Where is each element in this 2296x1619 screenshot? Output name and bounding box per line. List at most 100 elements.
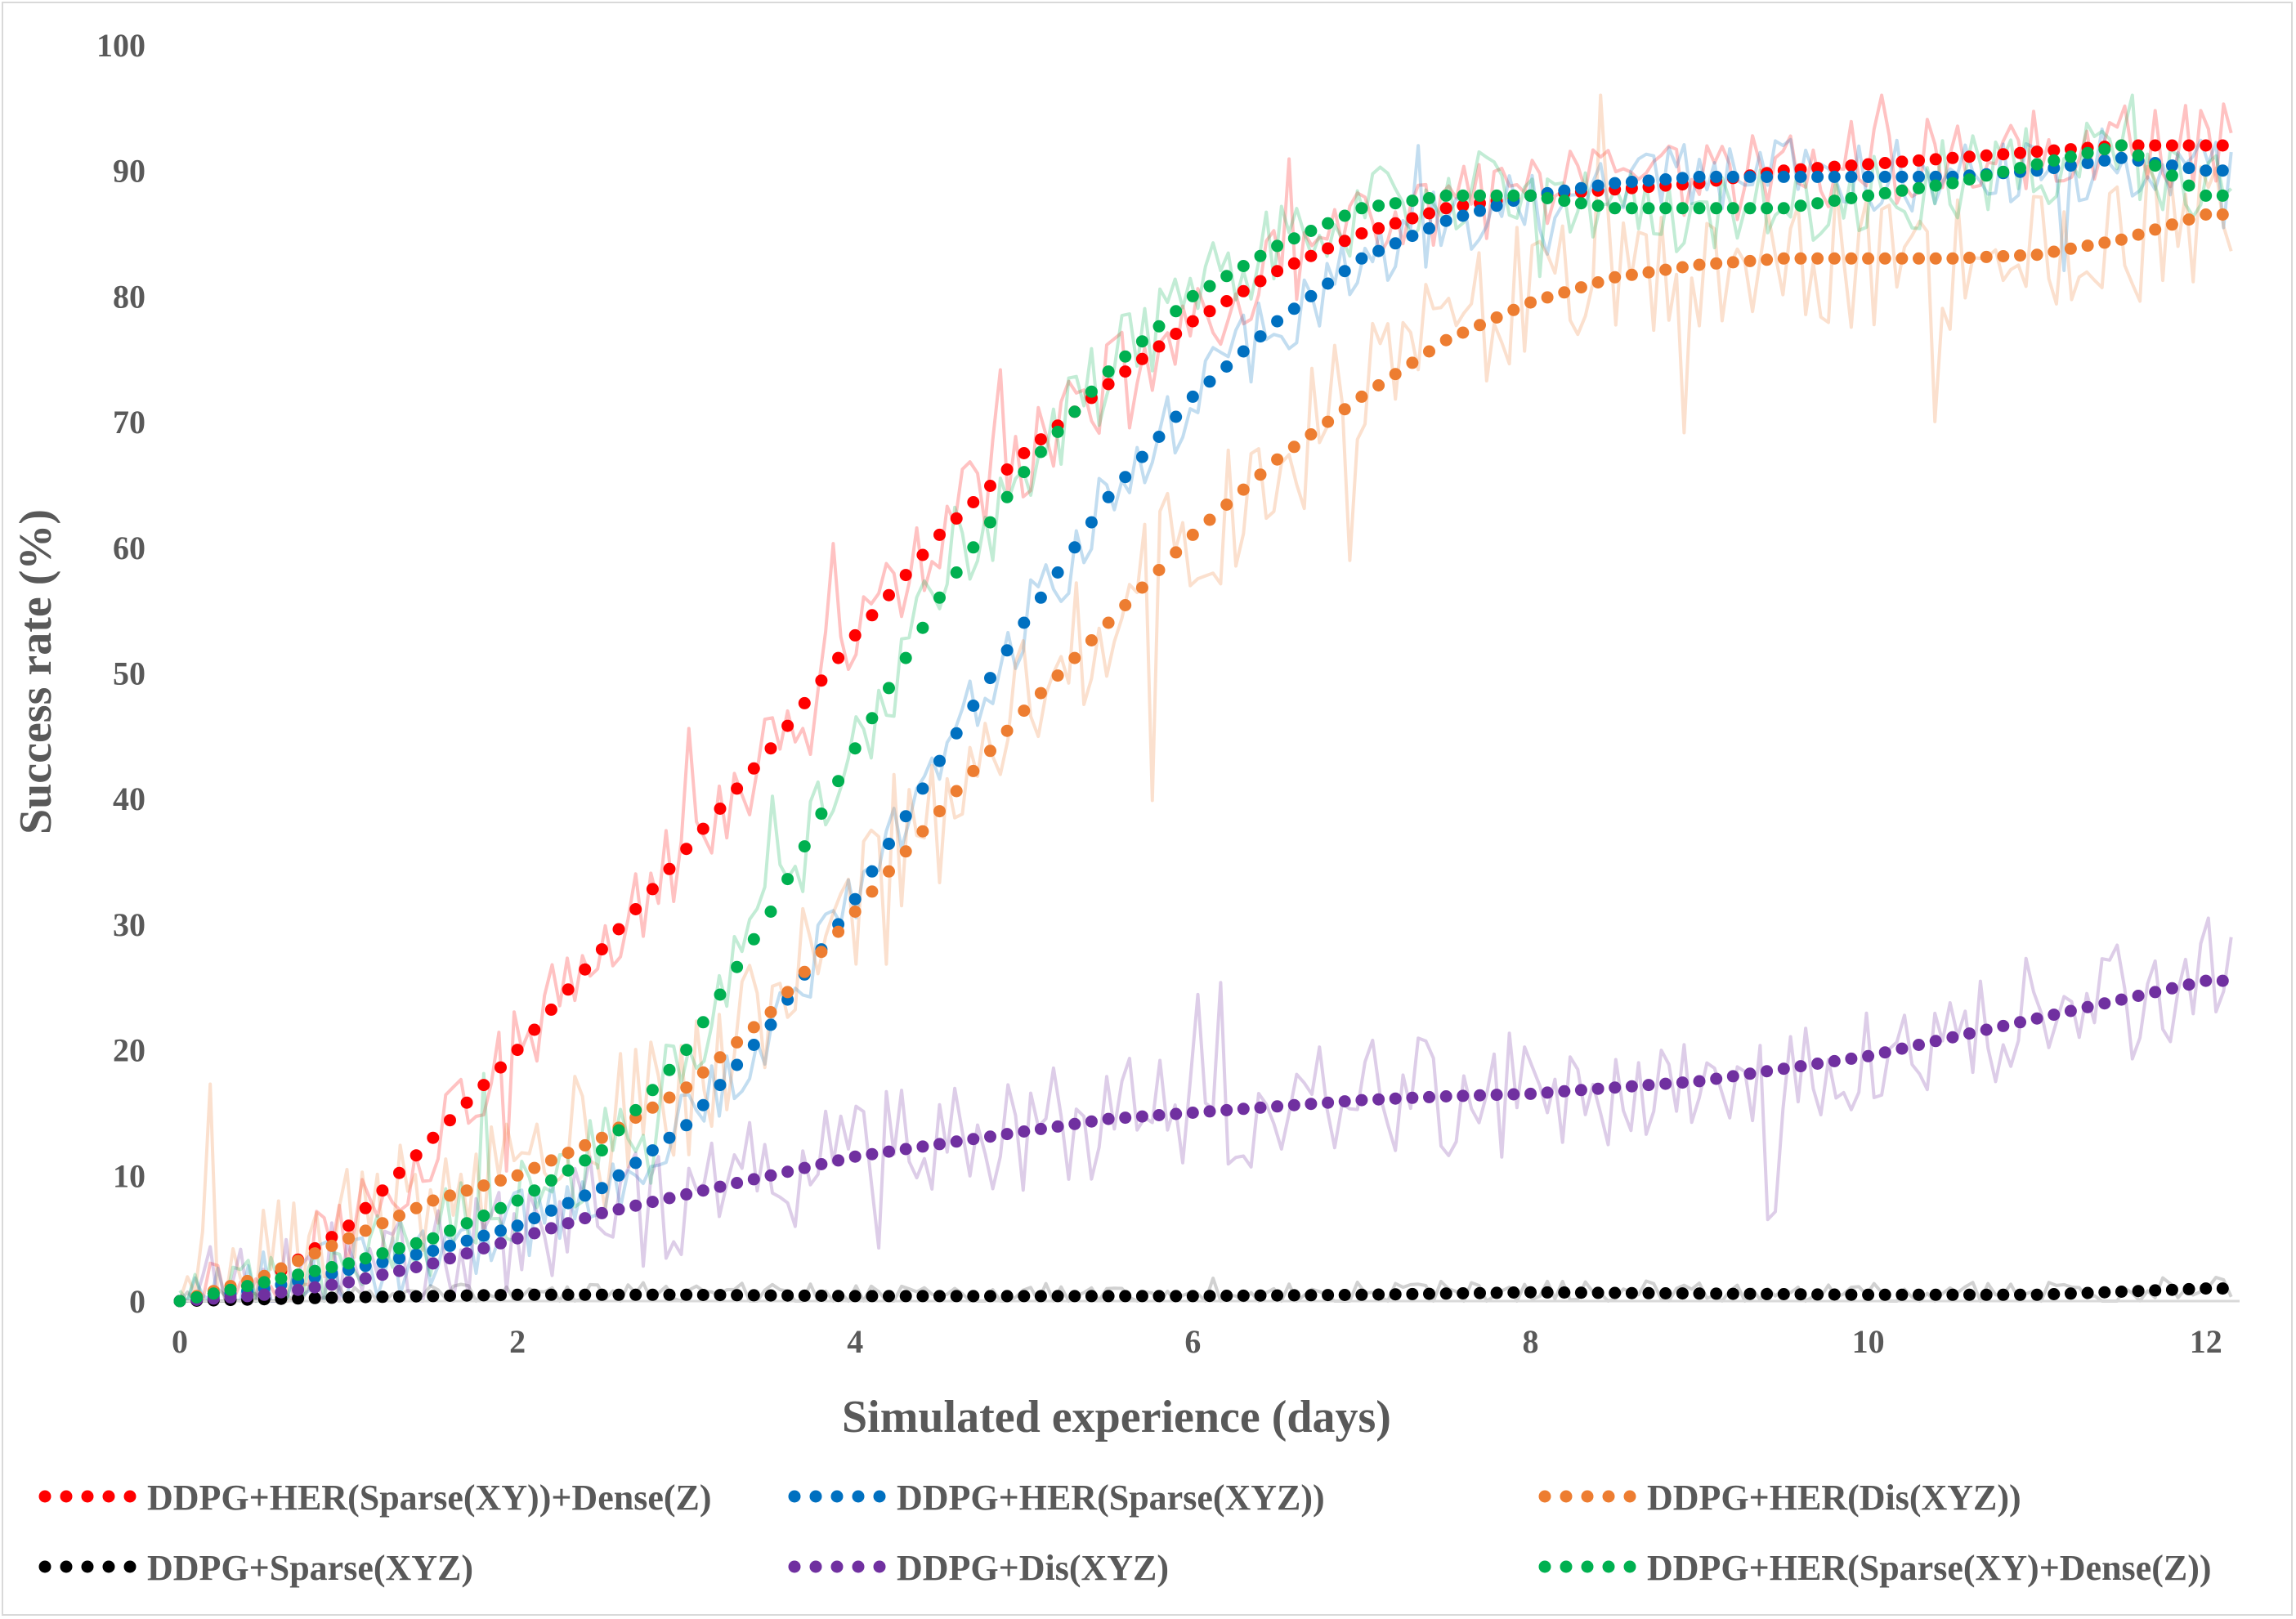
- trend-point: [950, 1135, 963, 1148]
- trend-point: [1642, 266, 1655, 279]
- trend-point: [1355, 252, 1368, 265]
- trend-point: [257, 1288, 271, 1301]
- legend-marker: [809, 1490, 822, 1503]
- trend-point: [2165, 982, 2178, 995]
- trend-point: [2098, 154, 2111, 167]
- trend-point: [1794, 170, 1807, 183]
- trend-point: [1254, 1289, 1267, 1302]
- trend-point: [1338, 1289, 1351, 1301]
- trend-point: [444, 1252, 456, 1265]
- trend-point: [325, 1278, 338, 1291]
- legend-marker: [1560, 1560, 1573, 1573]
- trend-point: [1305, 249, 1318, 262]
- trend-point: [1170, 328, 1183, 340]
- trend-point: [696, 1098, 709, 1111]
- trend-point: [1574, 1084, 1587, 1097]
- trend-point: [2182, 213, 2195, 226]
- trend-point: [308, 1247, 321, 1260]
- trend-point: [1541, 1286, 1554, 1299]
- trend-point: [410, 1201, 423, 1214]
- trend-point: [1051, 1290, 1064, 1303]
- trend-point: [2216, 208, 2229, 221]
- trend-point: [292, 1283, 305, 1296]
- trend-point: [1000, 1128, 1014, 1141]
- trend-point: [663, 1288, 676, 1301]
- legend-marker: [1538, 1560, 1551, 1573]
- trend-point: [1676, 202, 1689, 215]
- trend-point: [1913, 1039, 1925, 1051]
- trend-point: [477, 1079, 490, 1092]
- trend-point: [427, 1194, 440, 1207]
- trend-point: [562, 983, 575, 996]
- trend-point: [2182, 162, 2195, 175]
- trend-point: [1659, 202, 1672, 215]
- trend-point: [2115, 139, 2128, 152]
- trend-point: [207, 1287, 220, 1300]
- trend-point: [2014, 162, 2026, 175]
- trend-point: [1170, 305, 1183, 318]
- trend-point: [1152, 1109, 1166, 1121]
- trend-point: [1322, 1096, 1335, 1109]
- trend-point: [1862, 1049, 1875, 1062]
- trend-point: [1490, 311, 1503, 324]
- legend-item: DDPG+HER(Sparse(XYZ)): [788, 1478, 1325, 1518]
- trend-point: [1186, 1107, 1199, 1119]
- trend-point: [1152, 320, 1166, 333]
- trend-point: [444, 1239, 456, 1252]
- trend-point: [1119, 471, 1132, 484]
- trend-point: [292, 1255, 305, 1268]
- trend-point: [495, 1174, 507, 1187]
- trend-point: [1254, 468, 1267, 481]
- trend-point: [342, 1257, 356, 1270]
- trend-point: [1980, 169, 1993, 182]
- trend-point: [544, 1003, 557, 1016]
- trend-point: [595, 1288, 608, 1301]
- trend-point: [2098, 143, 2111, 156]
- trend-point: [1743, 254, 1757, 267]
- trend-point: [1389, 197, 1402, 210]
- trend-point: [1406, 356, 1419, 369]
- trend-point: [1220, 295, 1233, 307]
- x-tick-label: 8: [1522, 1323, 1538, 1360]
- trend-point: [2200, 1282, 2213, 1295]
- trend-point: [1591, 276, 1605, 288]
- trend-point: [967, 541, 980, 554]
- trend-point: [1355, 227, 1368, 240]
- trend-point: [629, 1288, 642, 1301]
- trend-point: [1051, 669, 1064, 682]
- trend-point: [866, 1147, 879, 1161]
- trend-point: [1490, 1089, 1503, 1102]
- trend-point: [1322, 1289, 1335, 1302]
- trend-point: [1068, 405, 1081, 418]
- trend-point: [1237, 345, 1250, 358]
- trend-point: [984, 480, 996, 492]
- trend-point: [1946, 177, 1959, 190]
- trend-point: [359, 1252, 372, 1265]
- trend-point: [1676, 172, 1689, 185]
- trend-point: [1287, 302, 1300, 315]
- trend-point: [2048, 144, 2061, 157]
- trend-point: [1811, 162, 1824, 175]
- trend-point: [308, 1281, 321, 1294]
- trend-point: [495, 1224, 507, 1237]
- trend-point: [1135, 335, 1148, 348]
- trend-point: [1743, 1287, 1757, 1300]
- trend-point: [2064, 150, 2077, 163]
- y-tick-label: 80: [113, 278, 145, 315]
- trend-point: [1490, 189, 1503, 202]
- trend-series: [173, 974, 2229, 1308]
- trend-point: [511, 1044, 524, 1057]
- trend-point: [2182, 179, 2195, 192]
- legend-marker: [60, 1490, 73, 1503]
- trend-point: [848, 1150, 862, 1163]
- legend-marker: [1623, 1560, 1636, 1573]
- legend-item: DDPG+Sparse(XYZ): [38, 1548, 473, 1588]
- trend-point: [2149, 223, 2162, 236]
- trend-point: [528, 1212, 541, 1225]
- trend-point: [1034, 1290, 1047, 1303]
- trend-point: [1406, 195, 1419, 208]
- trend-point: [798, 696, 811, 709]
- trend-point: [2216, 164, 2229, 177]
- trend-point: [1085, 516, 1098, 529]
- trend-point: [342, 1219, 356, 1232]
